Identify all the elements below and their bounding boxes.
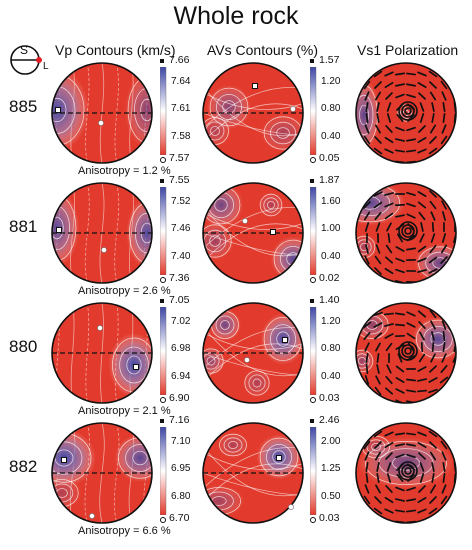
vs1-stereonet	[355, 422, 457, 524]
anisotropy-label: Anisotropy = 2.6 %	[78, 285, 171, 297]
avs-3-tick: 1.25	[321, 463, 341, 475]
max-marker-icon	[310, 59, 314, 63]
sample-row: 882 7.16 7.10 6.95 6.80 6.70 2.46 2.00 1.25 0.50 0…	[0, 414, 472, 539]
sample-row: 881 7.55 7.52 7.46 7.40 7.36 1.87 1.60 1.00 0.40 0…	[0, 174, 472, 299]
max-marker-icon	[310, 419, 314, 423]
vp-3-colorbar: 7.16 7.10 6.95 6.80 6.70	[160, 414, 206, 524]
avs-0-max: 1.57	[319, 54, 340, 66]
vp-3-min: 6.70	[169, 512, 190, 524]
anisotropy-label: Anisotropy = 6.6 %	[78, 525, 171, 537]
vp-2-tick: 6.98	[171, 343, 191, 355]
vp-1-tick: 7.40	[171, 250, 191, 262]
vp-stereonet	[51, 302, 153, 404]
vp-0-tick: 7.58	[171, 130, 191, 142]
avs-2-tick: 0.40	[321, 370, 341, 382]
vp-2-max: 7.05	[169, 294, 190, 306]
avs-3-min: 0.03	[319, 512, 340, 524]
avs-0-colorbar: 1.57 1.20 0.80 0.40 0.05	[310, 54, 356, 164]
avs-3-max: 2.46	[319, 414, 340, 426]
avs-stereonet	[202, 62, 304, 164]
vp-0-tick: 7.64	[171, 75, 191, 87]
vp-2-tick: 7.02	[171, 315, 191, 327]
vp-1-min: 7.36	[169, 272, 190, 284]
vp-1-tick: 7.52	[171, 195, 191, 207]
sample-row: 880 7.05 7.02 6.98 6.94 6.90 1.40 1.20 0.80 0.40 0…	[0, 294, 472, 419]
avs-2-tick: 0.80	[321, 343, 341, 355]
min-marker-icon	[310, 397, 316, 403]
avs-stereonet	[202, 302, 304, 404]
vp-2-colorbar: 7.05 7.02 6.98 6.94 6.90	[160, 294, 206, 404]
avs-1-max: 1.87	[319, 174, 340, 186]
vp-0-colorbar: 7.66 7.64 7.61 7.58 7.57	[160, 54, 206, 164]
max-marker-icon	[310, 299, 314, 303]
vp-3-tick: 7.10	[171, 435, 191, 447]
max-marker-icon	[160, 59, 164, 63]
vp-1-tick: 7.46	[171, 223, 191, 235]
avs-1-tick: 1.00	[321, 223, 341, 235]
vp-stereonet	[51, 182, 153, 284]
avs-3-tick: 2.00	[321, 435, 341, 447]
max-marker-icon	[160, 179, 164, 183]
vs1-stereonet	[355, 62, 457, 164]
sample-row: 885 7.66 7.64 7.61 7.58 7.57 1.57 1.20 0.80 0.40 0…	[0, 54, 472, 179]
vs1-stereonet	[355, 302, 457, 404]
min-marker-icon	[160, 157, 166, 163]
avs-0-tick: 1.20	[321, 75, 341, 87]
avs-stereonet	[202, 182, 304, 284]
vp-1-colorbar: 7.55 7.52 7.46 7.40 7.36	[160, 174, 206, 284]
vp-3-max: 7.16	[169, 414, 190, 426]
vs1-stereonet	[355, 182, 457, 284]
vp-1-max: 7.55	[169, 174, 190, 186]
anisotropy-label: Anisotropy = 1.2 %	[78, 165, 171, 177]
avs-3-tick: 0.50	[321, 490, 341, 502]
avs-2-tick: 1.20	[321, 315, 341, 327]
foliation-label: S	[20, 43, 29, 57]
avs-column-header: AVs Contours (%)	[207, 42, 318, 58]
sample-label: 881	[9, 217, 38, 236]
sample-label: 880	[9, 337, 38, 356]
min-marker-icon	[160, 517, 166, 523]
vp-3-tick: 6.80	[171, 490, 191, 502]
min-marker-icon	[160, 277, 166, 283]
vp-0-tick: 7.61	[171, 103, 191, 115]
avs-1-min: 0.02	[319, 272, 340, 284]
min-marker-icon	[310, 157, 316, 163]
vs1-column-header: Vs1 Polarization	[357, 42, 459, 58]
max-marker-icon	[310, 179, 314, 183]
max-marker-icon	[160, 419, 164, 423]
vp-stereonet	[51, 62, 153, 164]
avs-0-tick: 0.80	[321, 103, 341, 115]
avs-0-min: 0.05	[319, 152, 340, 164]
avs-2-max: 1.40	[319, 294, 340, 306]
min-marker-icon	[310, 517, 316, 523]
vp-0-max: 7.66	[169, 54, 190, 66]
vp-column-header: Vp Contours (km/s)	[55, 42, 176, 58]
sample-label: 885	[9, 97, 38, 116]
avs-3-colorbar: 2.46 2.00 1.25 0.50 0.03	[310, 414, 356, 524]
vp-0-min: 7.57	[169, 152, 190, 164]
avs-1-tick: 0.40	[321, 250, 341, 262]
vp-2-tick: 6.94	[171, 370, 191, 382]
avs-1-tick: 1.60	[321, 195, 341, 207]
foliation-lineation-icon: S L	[5, 43, 53, 76]
avs-2-colorbar: 1.40 1.20 0.80 0.40 0.03	[310, 294, 356, 404]
figure-title: Whole rock	[173, 2, 299, 30]
avs-0-tick: 0.40	[321, 130, 341, 142]
avs-1-colorbar: 1.87 1.60 1.00 0.40 0.02	[310, 174, 356, 284]
sample-label: 882	[9, 457, 38, 476]
lineation-label: L	[43, 61, 49, 72]
vp-stereonet	[51, 422, 153, 524]
avs-2-min: 0.03	[319, 392, 340, 404]
min-marker-icon	[160, 397, 166, 403]
max-marker-icon	[160, 299, 164, 303]
avs-stereonet	[202, 422, 304, 524]
vp-2-min: 6.90	[169, 392, 190, 404]
min-marker-icon	[310, 277, 316, 283]
vp-3-tick: 6.95	[171, 463, 191, 475]
anisotropy-label: Anisotropy = 2.1 %	[78, 405, 171, 417]
